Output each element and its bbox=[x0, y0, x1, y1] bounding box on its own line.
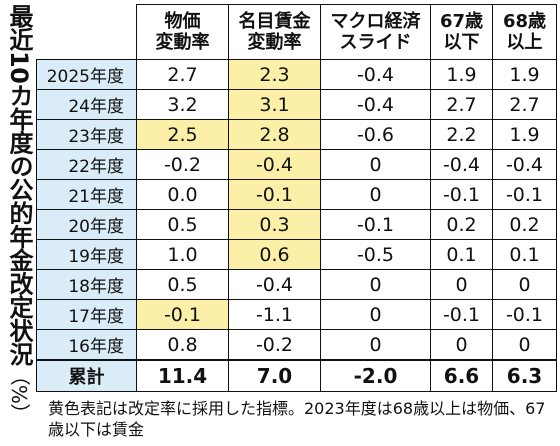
price-rate-cell: 2.7 bbox=[136, 59, 229, 90]
price-rate-cell: 0.8 bbox=[136, 329, 229, 361]
table-row: 24年度 3.2 3.1 -0.4 2.7 2.7 bbox=[36, 89, 557, 120]
header-line: 変動率 bbox=[155, 32, 210, 53]
header-line: 67歳 bbox=[439, 11, 484, 32]
total-age-68-over: 6.3 bbox=[492, 359, 557, 392]
header-line: 68歳 bbox=[502, 11, 547, 32]
macro-slide-cell: 0 bbox=[320, 299, 431, 330]
wage-rate-cell: 2.8 bbox=[228, 119, 321, 150]
footnote: 黄色表記は改定率に採用した指標。2023年度は68歳以上は物価、67歳以下は賃金 bbox=[48, 399, 546, 439]
age-67-under-cell: 0 bbox=[430, 269, 493, 300]
macro-slide-cell: 0 bbox=[320, 269, 431, 300]
total-price-rate: 11.4 bbox=[136, 359, 229, 392]
age-68-over-cell: 0 bbox=[492, 329, 557, 361]
total-row: 累計 11.4 7.0 -2.0 6.6 6.3 bbox=[36, 359, 557, 392]
table-title: 最近10カ年度の公的年金改定状況（%） bbox=[2, 4, 36, 442]
price-rate-cell: 0.5 bbox=[136, 269, 229, 300]
macro-slide-cell: -0.1 bbox=[320, 209, 431, 240]
age-68-over-cell: 0.1 bbox=[492, 239, 557, 270]
wage-rate-cell: -0.1 bbox=[228, 179, 321, 210]
age-68-over-cell: -0.4 bbox=[492, 149, 557, 180]
price-rate-cell: -0.1 bbox=[136, 299, 229, 330]
macro-slide-cell: -0.4 bbox=[320, 59, 431, 90]
year-cell: 24年度 bbox=[36, 89, 137, 120]
year-cell: 21年度 bbox=[36, 179, 137, 210]
macro-slide-cell: 0 bbox=[320, 329, 431, 361]
age-67-under-cell: 0 bbox=[430, 329, 493, 361]
price-rate-cell: 0.5 bbox=[136, 209, 229, 240]
year-cell: 2025年度 bbox=[36, 59, 137, 90]
wage-rate-cell: 0.3 bbox=[228, 209, 321, 240]
age-68-over-cell: 1.9 bbox=[492, 59, 557, 90]
age-68-over-cell: -0.1 bbox=[492, 299, 557, 330]
macro-slide-cell: -0.5 bbox=[320, 239, 431, 270]
header-row: 物価 変動率 名目賃金 変動率 マクロ経済 スライド 67歳 以下 68歳 以上 bbox=[36, 4, 557, 60]
unit-label: （%） bbox=[7, 365, 31, 423]
table-row: 18年度 0.5 -0.4 0 0 0 bbox=[36, 269, 557, 300]
macro-slide-cell: 0 bbox=[320, 149, 431, 180]
price-rate-cell: 2.5 bbox=[136, 119, 229, 150]
header-age-68-over: 68歳 以上 bbox=[492, 4, 557, 60]
header-line: マクロ経済 bbox=[330, 11, 421, 32]
table-row: 19年度 1.0 0.6 -0.5 0.1 0.1 bbox=[36, 239, 557, 270]
macro-slide-cell: 0 bbox=[320, 179, 431, 210]
header-line: 変動率 bbox=[247, 32, 302, 53]
year-cell: 20年度 bbox=[36, 209, 137, 240]
header-price-rate: 物価 変動率 bbox=[136, 4, 229, 60]
age-67-under-cell: 1.9 bbox=[430, 59, 493, 90]
year-cell: 16年度 bbox=[36, 329, 137, 361]
table-row: 17年度 -0.1 -1.1 0 -0.1 -0.1 bbox=[36, 299, 557, 330]
age-68-over-cell: 0.2 bbox=[492, 209, 557, 240]
age-67-under-cell: 0.2 bbox=[430, 209, 493, 240]
header-line: 物価 bbox=[164, 11, 201, 32]
header-line: 以上 bbox=[506, 32, 543, 53]
header-line: スライド bbox=[339, 32, 412, 53]
wage-rate-cell: -0.4 bbox=[228, 269, 321, 300]
year-cell: 18年度 bbox=[36, 269, 137, 300]
wage-rate-cell: 3.1 bbox=[228, 89, 321, 120]
header-macro-slide: マクロ経済 スライド bbox=[320, 4, 431, 60]
price-rate-cell: 0.0 bbox=[136, 179, 229, 210]
total-age-67-under: 6.6 bbox=[430, 359, 493, 392]
age-68-over-cell: 0 bbox=[492, 269, 557, 300]
age-68-over-cell: -0.1 bbox=[492, 179, 557, 210]
total-wage-rate: 7.0 bbox=[228, 359, 321, 392]
wage-rate-cell: -1.1 bbox=[228, 299, 321, 330]
age-67-under-cell: 2.7 bbox=[430, 89, 493, 120]
price-rate-cell: 1.0 bbox=[136, 239, 229, 270]
price-rate-cell: 3.2 bbox=[136, 89, 229, 120]
wage-rate-cell: -0.4 bbox=[228, 149, 321, 180]
header-line: 名目賃金 bbox=[238, 11, 311, 32]
macro-slide-cell: -0.4 bbox=[320, 89, 431, 120]
age-67-under-cell: -0.1 bbox=[430, 299, 493, 330]
wage-rate-cell: 0.6 bbox=[228, 239, 321, 270]
year-cell: 22年度 bbox=[36, 149, 137, 180]
age-67-under-cell: -0.1 bbox=[430, 179, 493, 210]
table-row: 23年度 2.5 2.8 -0.6 2.2 1.9 bbox=[36, 119, 557, 150]
price-rate-cell: -0.2 bbox=[136, 149, 229, 180]
table-row: 21年度 0.0 -0.1 0 -0.1 -0.1 bbox=[36, 179, 557, 210]
wage-rate-cell: -0.2 bbox=[228, 329, 321, 361]
age-67-under-cell: -0.4 bbox=[430, 149, 493, 180]
year-cell: 17年度 bbox=[36, 299, 137, 330]
header-line: 以下 bbox=[443, 32, 480, 53]
table-row: 22年度 -0.2 -0.4 0 -0.4 -0.4 bbox=[36, 149, 557, 180]
header-nominal-wage-rate: 名目賃金 変動率 bbox=[228, 4, 321, 60]
header-corner bbox=[36, 4, 137, 60]
pension-revision-table: 物価 変動率 名目賃金 変動率 マクロ経済 スライド 67歳 以下 68歳 以上… bbox=[36, 4, 557, 392]
title-text: 最近10カ年度の公的年金改定状況 bbox=[5, 4, 33, 366]
year-cell: 23年度 bbox=[36, 119, 137, 150]
year-cell: 19年度 bbox=[36, 239, 137, 270]
age-67-under-cell: 2.2 bbox=[430, 119, 493, 150]
table-row: 20年度 0.5 0.3 -0.1 0.2 0.2 bbox=[36, 209, 557, 240]
total-label: 累計 bbox=[36, 359, 137, 392]
wage-rate-cell: 2.3 bbox=[228, 59, 321, 90]
age-68-over-cell: 2.7 bbox=[492, 89, 557, 120]
table-row: 16年度 0.8 -0.2 0 0 0 bbox=[36, 329, 557, 361]
total-macro-slide: -2.0 bbox=[320, 359, 431, 392]
age-68-over-cell: 1.9 bbox=[492, 119, 557, 150]
age-67-under-cell: 0.1 bbox=[430, 239, 493, 270]
header-age-67-under: 67歳 以下 bbox=[430, 4, 493, 60]
table-row: 2025年度 2.7 2.3 -0.4 1.9 1.9 bbox=[36, 59, 557, 90]
macro-slide-cell: -0.6 bbox=[320, 119, 431, 150]
